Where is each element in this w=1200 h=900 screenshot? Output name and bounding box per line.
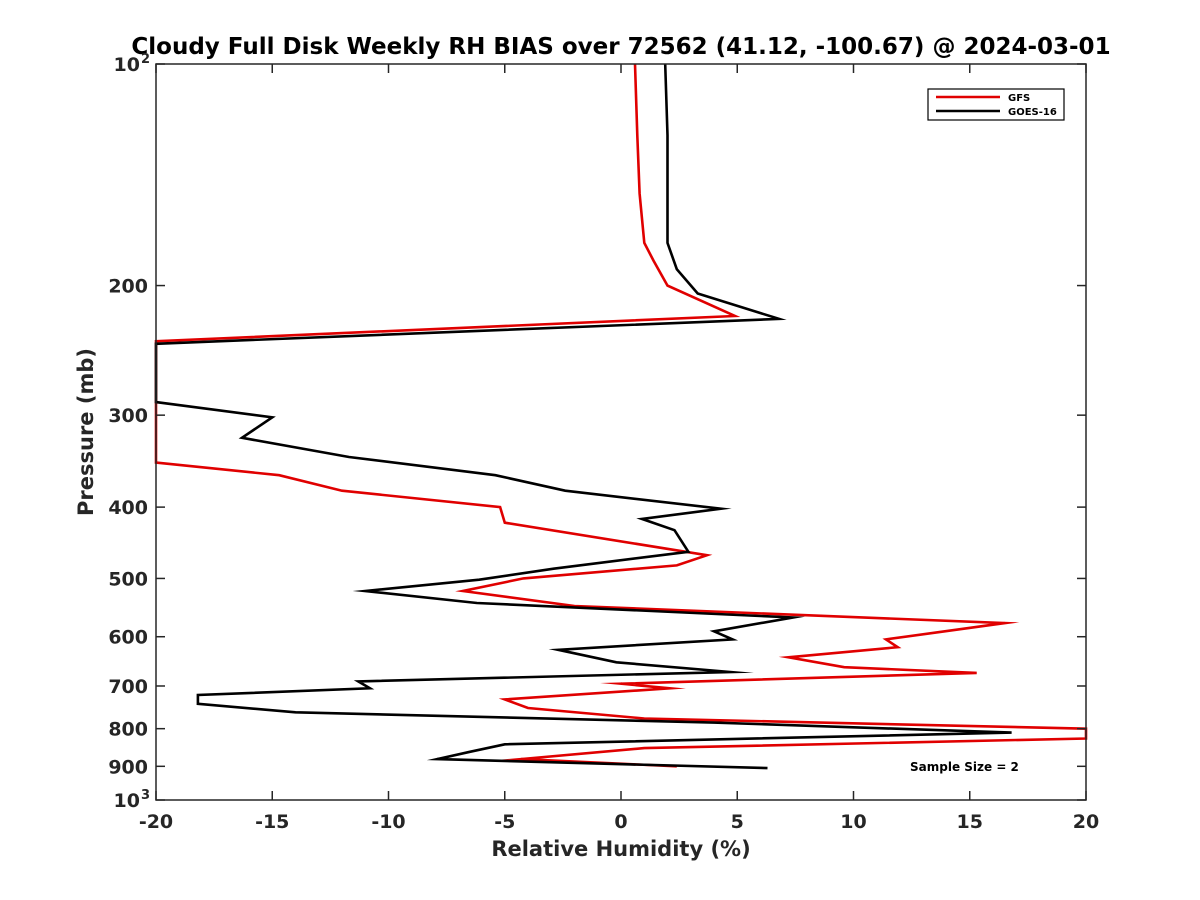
y-tick-label: 400 xyxy=(108,497,148,519)
x-tick-label: 0 xyxy=(614,811,627,833)
y-tick-exponent: 2 xyxy=(141,52,150,67)
x-tick-label: 20 xyxy=(1073,811,1099,833)
y-tick-label: 10 xyxy=(114,54,140,76)
x-tick-label: -15 xyxy=(255,811,289,833)
legend-label-gfs: GFS xyxy=(1008,93,1030,104)
x-tick-label: -20 xyxy=(139,811,173,833)
x-axis-label: Relative Humidity (%) xyxy=(491,837,750,861)
legend-box xyxy=(927,88,1065,121)
plot-frame xyxy=(155,63,1087,801)
y-tick-label: 300 xyxy=(108,405,148,427)
x-tick-label: 10 xyxy=(840,811,866,833)
series-layer xyxy=(154,63,1088,770)
y-axis-label: Pressure (mb) xyxy=(74,348,98,516)
legend-label-goes16: GOES-16 xyxy=(1008,107,1057,118)
y-tick-label: 500 xyxy=(108,568,148,590)
y-tick-label: 600 xyxy=(108,627,148,649)
series-line-goes16 xyxy=(154,63,1012,770)
x-tick-label: 5 xyxy=(731,811,744,833)
sample-size-annotation: Sample Size = 2 xyxy=(910,760,1019,774)
x-tick-label: -5 xyxy=(494,811,515,833)
y-tick-exponent: 3 xyxy=(141,788,150,803)
y-tick-label: 900 xyxy=(108,756,148,778)
y-tick-label: 200 xyxy=(108,276,148,298)
legend: GFS GOES-16 xyxy=(927,88,1065,121)
chart-title: Cloudy Full Disk Weekly RH BIAS over 725… xyxy=(131,34,1110,60)
x-axis: -20 -15 -10 -5 0 5 10 15 20 xyxy=(139,64,1099,833)
x-tick-label: -10 xyxy=(371,811,405,833)
y-tick-label: 10 xyxy=(114,790,140,812)
y-tick-label: 800 xyxy=(108,719,148,741)
plot-area: -20 -15 -10 -5 0 5 10 15 20 10 220030040050060070… xyxy=(108,52,1099,833)
series-line-gfs xyxy=(154,63,1088,768)
x-tick-label: 15 xyxy=(957,811,983,833)
y-tick-label: 700 xyxy=(108,676,148,698)
